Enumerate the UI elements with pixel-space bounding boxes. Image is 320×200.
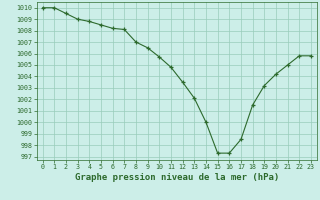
X-axis label: Graphe pression niveau de la mer (hPa): Graphe pression niveau de la mer (hPa) xyxy=(75,173,279,182)
